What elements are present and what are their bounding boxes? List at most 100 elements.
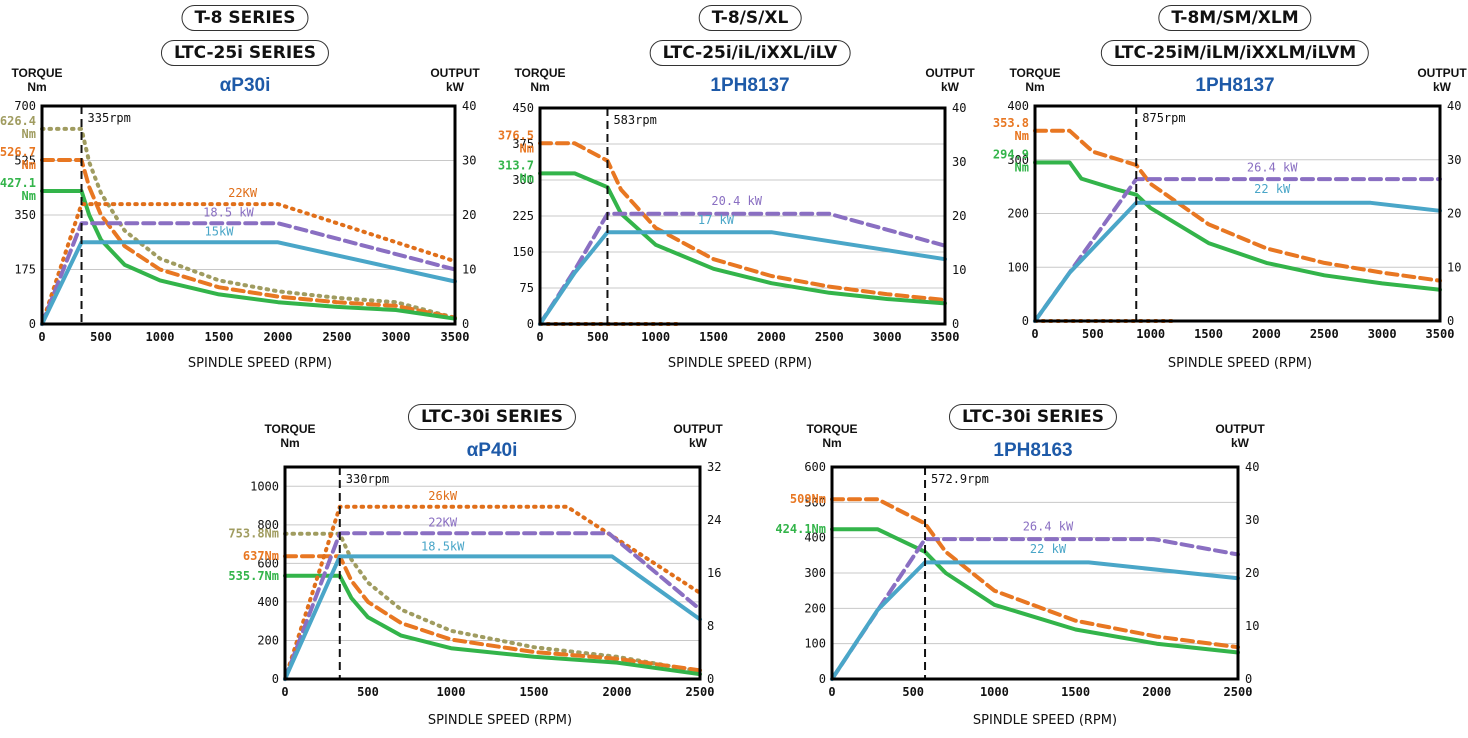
torque-value-label: 535.7Nm <box>228 569 279 583</box>
series-header-2b: LTC-25i/iL/iXXL/iLV <box>649 40 851 66</box>
y-right-tick-label: 20 <box>1447 207 1461 221</box>
y-right-tick-label: 0 <box>1447 314 1454 328</box>
torque-value-label: 376.5 <box>498 128 534 142</box>
plot-frame <box>1033 104 1442 323</box>
rpm-reference-label: 572.9rpm <box>931 472 989 486</box>
y-left-tick-label: 200 <box>1007 207 1029 221</box>
y-left-tick-label: 450 <box>512 101 534 115</box>
series-annotation: 22 kW <box>1030 542 1067 556</box>
x-tick-label: 1000 <box>980 685 1009 699</box>
torque-value-label: 626.4 <box>0 114 36 128</box>
x-tick-label: 0 <box>1031 327 1038 341</box>
y-left-tick-label: 350 <box>14 208 36 222</box>
x-tick-label: 3000 <box>382 330 411 344</box>
y-right-tick-label: 20 <box>1245 566 1259 580</box>
chart-4: 0 200 400 600 800 1000 0 8 16 24 32 0 500 1000 1500 200… <box>228 460 721 699</box>
series-header-4: LTC-30i SERIES <box>407 404 577 430</box>
x-tick-label: 2500 <box>686 685 715 699</box>
y-left-tick-label: 0 <box>527 317 534 331</box>
series-header-3b: LTC-25iM/iLM/iXXLM/iLVM <box>1100 40 1370 66</box>
series-annotation: 20.4 kW <box>711 194 762 208</box>
x-axis-title-1: SPINDLE SPEED (RPM) <box>187 356 333 371</box>
right-axis-title-1: OUTPUT kW <box>430 66 480 94</box>
rpm-reference-label: 335rpm <box>88 111 131 125</box>
power-curve <box>40 240 457 326</box>
x-tick-label: 2500 <box>323 330 352 344</box>
power-curve <box>283 504 702 681</box>
series-header-2a: T-8/S/XL <box>698 5 802 31</box>
y-right-tick-label: 0 <box>1245 672 1252 686</box>
x-tick-label: 2000 <box>1142 685 1171 699</box>
torque-value-unit: Nm <box>520 171 534 185</box>
y-right-tick-label: 40 <box>1245 460 1259 474</box>
y-right-tick-label: 30 <box>1245 513 1259 527</box>
torque-curve <box>283 573 702 677</box>
left-axis-title-4: TORQUE Nm <box>264 422 316 450</box>
x-axis-title-3: SPINDLE SPEED (RPM) <box>1167 356 1313 371</box>
motor-title-2: 1PH8137 <box>710 75 790 96</box>
y-left-tick-label: 300 <box>512 173 534 187</box>
y-left-tick-label: 0 <box>1022 314 1029 328</box>
left-axis-title-2: TORQUE Nm <box>514 66 566 94</box>
x-tick-label: 1500 <box>699 330 728 344</box>
y-left-tick-label: 400 <box>804 531 826 545</box>
y-left-tick-label: 200 <box>804 601 826 615</box>
y-left-tick-label: 1000 <box>250 479 279 493</box>
y-left-tick-label: 150 <box>512 245 534 259</box>
rpm-reference-label: 875rpm <box>1142 111 1185 125</box>
rpm-reference-label: 583rpm <box>613 113 656 127</box>
torque-value-unit: Nm <box>22 127 36 141</box>
power-curve <box>830 560 1240 681</box>
y-left-tick-label: 100 <box>804 637 826 651</box>
motor-title-5: 1PH8163 <box>993 440 1073 461</box>
torque-value-label: 424.1Nm <box>775 522 826 536</box>
y-right-tick-label: 8 <box>707 619 714 633</box>
series-header-5: LTC-30i SERIES <box>948 404 1118 430</box>
right-axis-title-3: OUTPUT kW <box>1417 66 1467 94</box>
series-header-3a: T-8M/SM/XLM <box>1158 5 1312 31</box>
y-left-tick-label: 225 <box>512 209 534 223</box>
y-right-tick-label: 16 <box>707 566 721 580</box>
torque-value-unit: Nm <box>1015 129 1029 143</box>
y-left-tick-label: 525 <box>14 154 36 168</box>
torque-value-unit: Nm <box>520 141 534 155</box>
torque-value-label: 637Nm <box>243 549 279 563</box>
y-right-tick-label: 40 <box>952 101 966 115</box>
x-tick-label: 2500 <box>815 330 844 344</box>
series-annotation: 17 kW <box>698 213 735 227</box>
torque-value-label: 753.8Nm <box>228 527 279 541</box>
y-left-tick-label: 0 <box>819 672 826 686</box>
series-annotation: 22KW <box>428 516 458 530</box>
y-left-tick-label: 800 <box>257 518 279 532</box>
y-left-tick-label: 175 <box>14 263 36 277</box>
x-tick-label: 500 <box>902 685 924 699</box>
x-tick-label: 1000 <box>437 685 466 699</box>
torque-curve <box>830 527 1240 655</box>
series-annotation: 18.5kW <box>421 539 465 553</box>
x-tick-label: 1000 <box>146 330 175 344</box>
series-header-1b: LTC-25i SERIES <box>160 40 330 66</box>
x-tick-label: 3500 <box>931 330 960 344</box>
torque-curve <box>538 171 947 306</box>
right-axis-title-2: OUTPUT kW <box>925 66 975 94</box>
torque-curve <box>283 554 702 673</box>
x-tick-label: 500 <box>1082 327 1104 341</box>
power-curve <box>830 537 1240 681</box>
y-left-tick-label: 0 <box>272 672 279 686</box>
series-annotation: 22 kW <box>1254 182 1291 196</box>
x-tick-label: 2500 <box>1310 327 1339 341</box>
torque-value-unit: Nm <box>22 189 36 203</box>
power-curve <box>283 554 702 681</box>
x-tick-label: 3500 <box>441 330 470 344</box>
y-left-tick-label: 300 <box>1007 153 1029 167</box>
plot-frame <box>830 465 1240 681</box>
series-annotation: 26.4 kW <box>1023 520 1074 534</box>
x-tick-label: 0 <box>38 330 45 344</box>
torque-curve <box>40 189 457 321</box>
x-axis-title-4: SPINDLE SPEED (RPM) <box>427 713 573 728</box>
series-annotation: 15kW <box>205 225 235 239</box>
y-left-tick-label: 400 <box>257 595 279 609</box>
left-axis-title-5: TORQUE Nm <box>806 422 858 450</box>
series-annotation: 26kW <box>428 489 458 503</box>
